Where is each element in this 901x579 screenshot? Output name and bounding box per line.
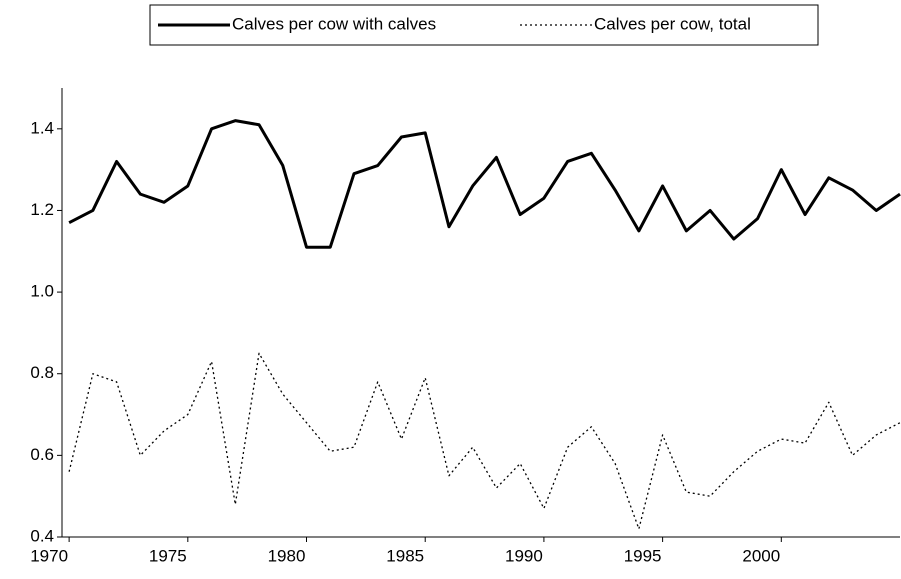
x-tick-label: 1990 bbox=[505, 546, 543, 565]
y-tick-label: 0.6 bbox=[30, 445, 54, 464]
y-tick-label: 0.4 bbox=[30, 526, 54, 545]
x-tick-label: 1980 bbox=[268, 546, 306, 565]
x-tick-label: 1985 bbox=[386, 546, 424, 565]
series-line bbox=[68, 119, 901, 249]
legend-label: Calves per cow with calves bbox=[232, 14, 436, 33]
y-tick-label: 0.8 bbox=[30, 363, 54, 382]
y-tick-label: 1.0 bbox=[30, 282, 54, 301]
x-tick-label: 1995 bbox=[624, 546, 662, 565]
y-tick-label: 1.4 bbox=[30, 118, 54, 137]
legend-label: Calves per cow, total bbox=[594, 14, 751, 33]
x-tick-label: 1975 bbox=[149, 546, 187, 565]
x-tick-label: 2000 bbox=[742, 546, 780, 565]
x-tick-label: 1970 bbox=[30, 546, 68, 565]
legend-box bbox=[149, 4, 819, 46]
series-line bbox=[68, 352, 901, 530]
y-tick-label: 1.2 bbox=[30, 200, 54, 219]
